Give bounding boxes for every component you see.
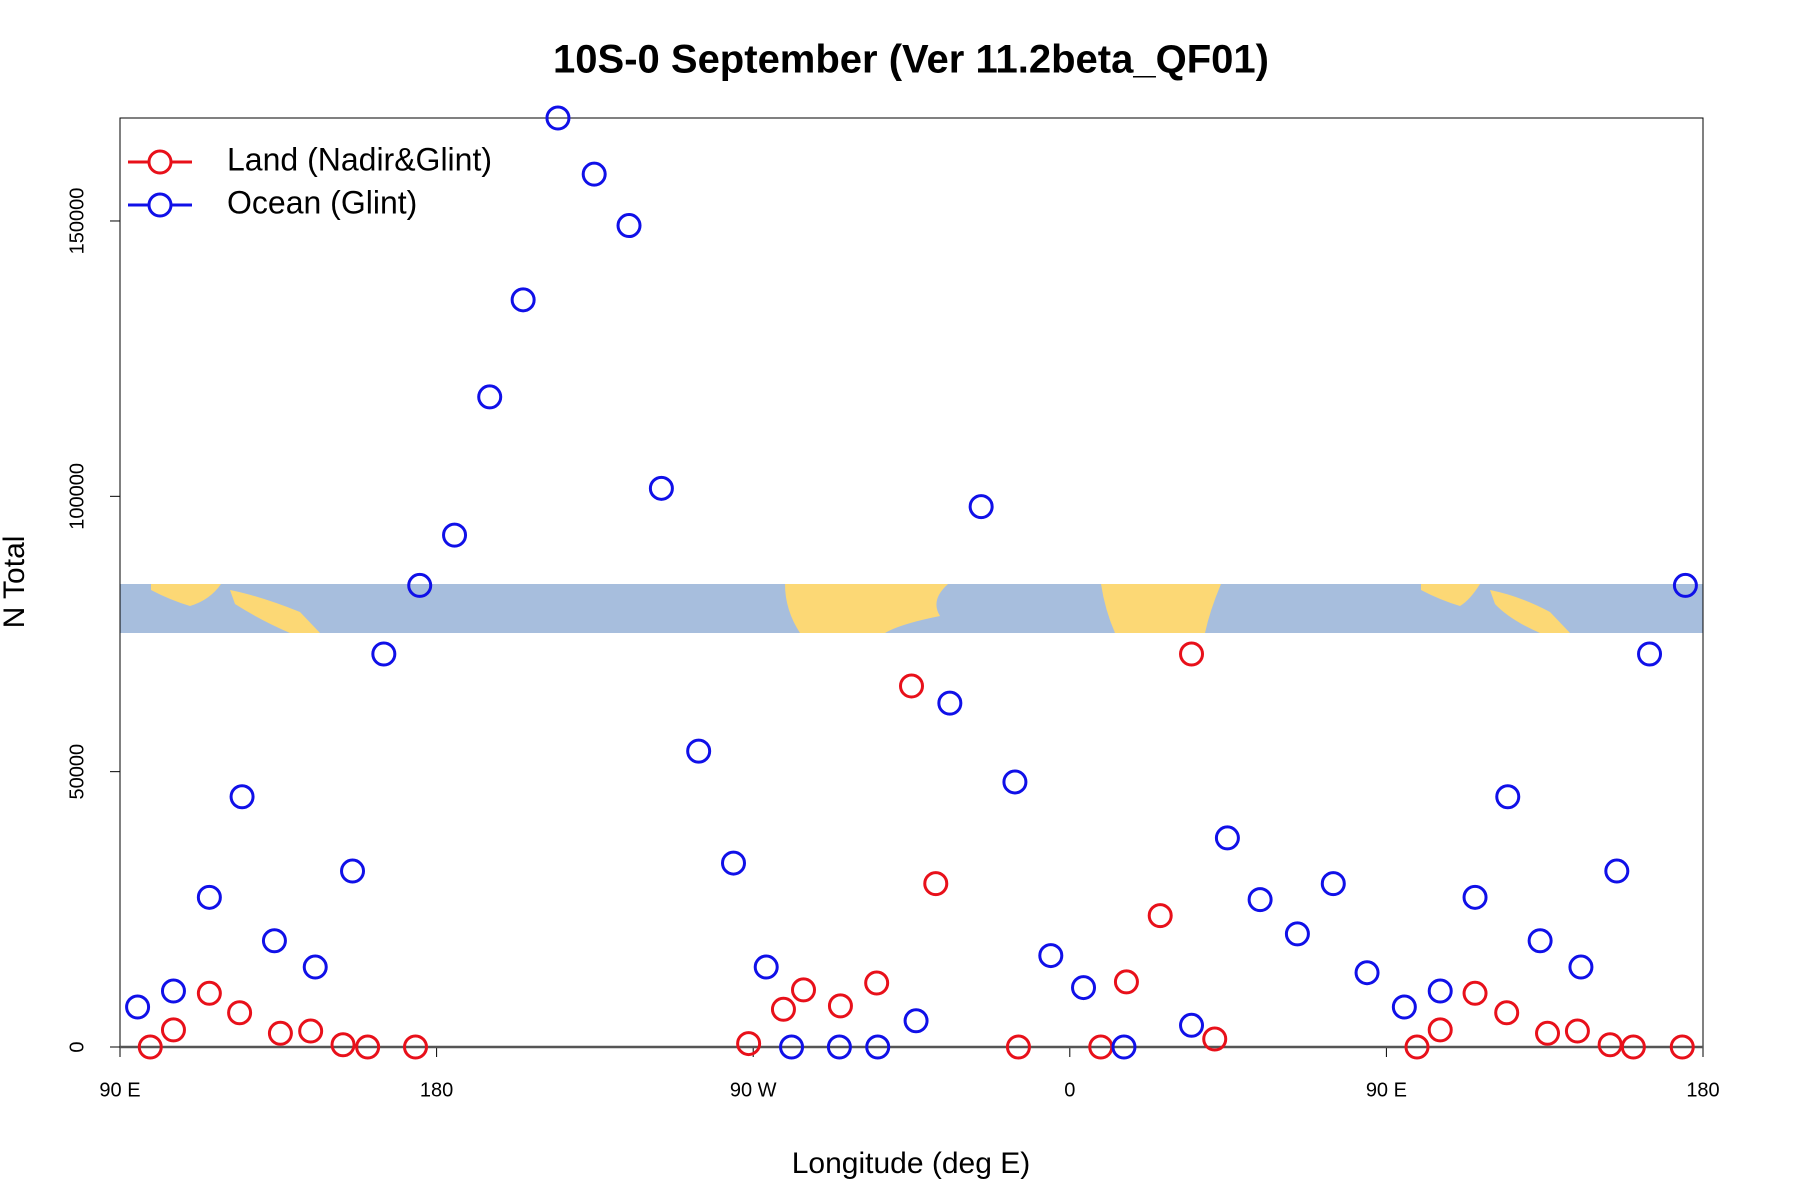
map-band [120, 584, 1703, 633]
point [1564, 1018, 1590, 1044]
point [865, 1034, 891, 1060]
point [1071, 975, 1097, 1001]
point [1427, 1017, 1453, 1043]
point [1391, 994, 1417, 1020]
point [791, 977, 817, 1003]
point [371, 641, 397, 667]
map-land [151, 584, 320, 633]
x-tick-label: 180 [1686, 1079, 1719, 1101]
point [227, 1000, 253, 1026]
point [442, 522, 468, 548]
legend-label: Ocean (Glint) [227, 184, 417, 220]
plot-frame [119, 117, 1704, 1048]
point [1495, 784, 1521, 810]
point [1179, 641, 1205, 667]
point [160, 1017, 186, 1043]
point [903, 1008, 929, 1034]
point [1038, 943, 1064, 969]
point [1620, 1034, 1646, 1060]
y-tick-label: 150000 [66, 188, 88, 255]
point [1202, 1026, 1228, 1052]
point [407, 572, 433, 598]
map-land [1421, 584, 1570, 633]
legend-label: Land (Nadir&Glint) [227, 141, 492, 177]
legend-marker [147, 149, 173, 175]
point [402, 1034, 428, 1060]
point [1005, 1034, 1031, 1060]
point [196, 980, 222, 1006]
point [267, 1020, 293, 1046]
point [196, 884, 222, 910]
point [581, 161, 607, 187]
point [864, 970, 890, 996]
point [298, 1018, 324, 1044]
x-tick-label: 90 W [730, 1079, 777, 1101]
point [1597, 1032, 1623, 1058]
point [330, 1032, 356, 1058]
point [1002, 769, 1028, 795]
legend-marker [147, 192, 173, 218]
point [125, 994, 151, 1020]
point [510, 287, 536, 313]
point [1214, 825, 1240, 851]
point [686, 738, 712, 764]
point [648, 475, 674, 501]
point [1535, 1020, 1561, 1046]
point [1354, 960, 1380, 986]
y-tick-label: 100000 [66, 463, 88, 530]
point [1604, 858, 1630, 884]
x-tick-label: 90 E [99, 1079, 140, 1101]
point [302, 954, 328, 980]
y-tick-label: 0 [66, 1041, 88, 1052]
point [1179, 1012, 1205, 1038]
point [616, 213, 642, 239]
point [899, 673, 924, 699]
point [355, 1034, 381, 1060]
point [937, 690, 963, 716]
point [1113, 969, 1139, 995]
point [1527, 928, 1553, 954]
point [827, 993, 853, 1019]
point [477, 384, 503, 410]
chart-title: 10S-0 September (Ver 11.2beta_QF01) [553, 38, 1269, 82]
point [340, 858, 366, 884]
point [1320, 871, 1346, 897]
x-tick-label: 0 [1064, 1079, 1075, 1101]
point [1494, 1000, 1520, 1026]
point [1404, 1034, 1430, 1060]
point [1637, 641, 1663, 667]
point [1462, 884, 1488, 910]
y-axis-label: N Total [0, 536, 31, 629]
map-land [1101, 584, 1221, 633]
point [753, 954, 779, 980]
point [1672, 572, 1698, 598]
map-land [785, 584, 948, 633]
point [779, 1034, 805, 1060]
point [721, 850, 747, 876]
point [968, 494, 994, 520]
point [1462, 980, 1488, 1006]
point [736, 1031, 762, 1057]
point [160, 978, 186, 1004]
point [923, 871, 949, 897]
point [261, 928, 287, 954]
point [1284, 921, 1310, 947]
x-tick-label: 180 [420, 1079, 453, 1101]
point [229, 784, 255, 810]
point [1669, 1034, 1695, 1060]
point [1147, 903, 1173, 929]
point [826, 1034, 852, 1060]
point [1111, 1034, 1137, 1060]
x-axis-label: Longitude (deg E) [792, 1147, 1031, 1180]
point [137, 1034, 163, 1060]
point [545, 105, 571, 131]
point [1568, 954, 1594, 980]
point [770, 996, 796, 1022]
y-tick-label: 50000 [66, 744, 88, 800]
point [1427, 978, 1453, 1004]
x-tick-label: 90 E [1366, 1079, 1407, 1101]
point [1247, 887, 1273, 913]
